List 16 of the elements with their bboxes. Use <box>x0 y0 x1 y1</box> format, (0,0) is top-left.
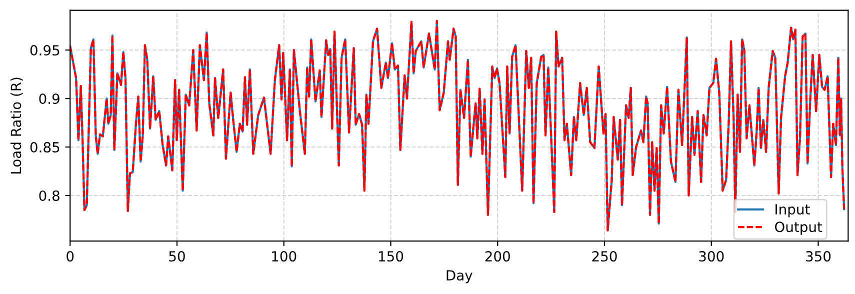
legend-label: Input <box>776 204 810 218</box>
y-tick-label: 0.95 <box>30 45 60 56</box>
x-tick-label: 0 <box>66 251 74 262</box>
x-tick-label: 200 <box>485 251 510 262</box>
x-tick-label: 250 <box>592 251 617 262</box>
y-tick-label: 0.9 <box>39 94 60 104</box>
x-tick-label: 150 <box>379 251 404 262</box>
y-tick-label: 0.85 <box>30 142 60 152</box>
x-axis-title: Day <box>446 270 472 284</box>
x-tick-label: 300 <box>699 251 724 262</box>
y-axis-title: Load Ratio (R) <box>10 78 23 174</box>
x-tick-label: 50 <box>169 251 185 262</box>
y-tick-label: 0.8 <box>39 190 60 201</box>
legend-label: Output <box>774 222 822 235</box>
x-tick-label: 350 <box>806 251 831 262</box>
x-tick-label: 100 <box>272 251 296 262</box>
